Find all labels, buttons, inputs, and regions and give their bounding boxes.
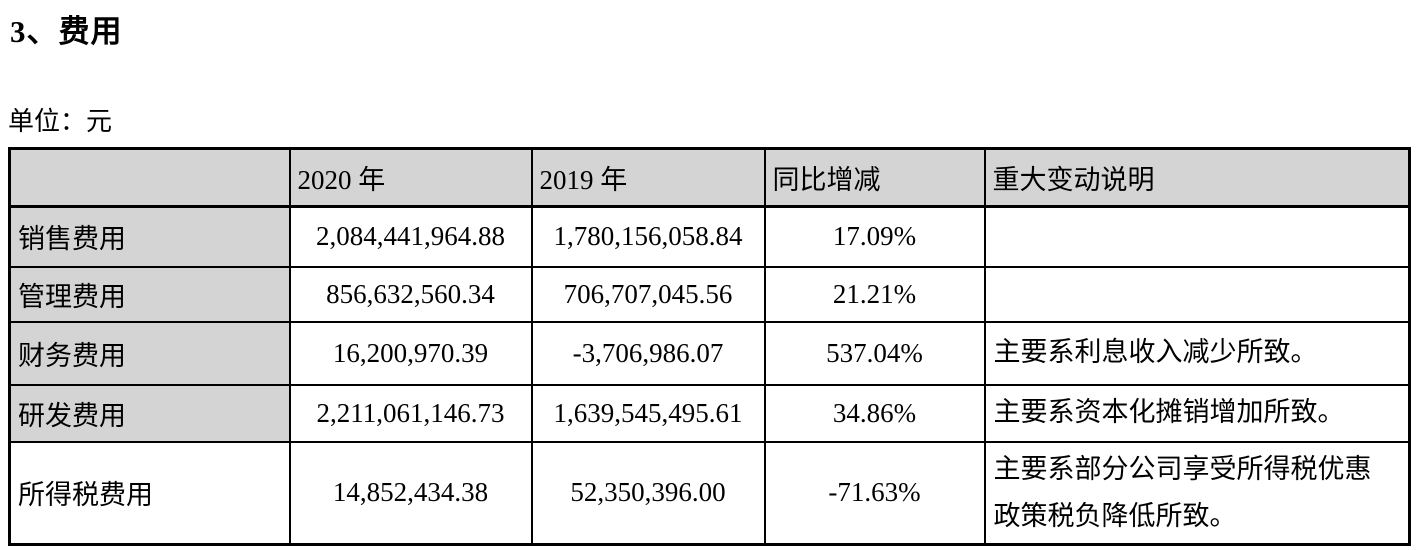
yoy-cell: 537.04% [763, 320, 986, 386]
note-cell: 主要系部分公司享受所得税优惠政策税负降低所致。 [983, 440, 1411, 546]
table-row-sales-expense: 销售费用 2,084,441,964.88 1,780,156,058.84 1… [8, 205, 1411, 268]
page-title: 3、费用 [10, 14, 123, 49]
header-cell-yoy: 同比增减 [763, 147, 986, 208]
row-label-cell: 所得税费用 [8, 440, 291, 546]
value-2019-cell: 52,350,396.00 [530, 440, 766, 546]
header-cell-blank [8, 147, 291, 208]
value-2020-cell: 2,211,061,146.73 [288, 383, 533, 443]
table-header-row: 2020 年 2019 年 同比增减 重大变动说明 [8, 147, 1411, 208]
table-row-rd-expense: 研发费用 2,211,061,146.73 1,639,545,495.61 3… [8, 383, 1411, 443]
unit-label: 单位：元 [8, 107, 113, 136]
value-2019-cell: 1,780,156,058.84 [530, 205, 766, 268]
table-row-admin-expense: 管理费用 856,632,560.34 706,707,045.56 21.21… [8, 265, 1411, 323]
value-2020-cell: 16,200,970.39 [288, 320, 533, 386]
note-cell [983, 205, 1411, 268]
note-cell: 主要系资本化摊销增加所致。 [983, 383, 1411, 443]
value-2019-cell: 1,639,545,495.61 [530, 383, 766, 443]
yoy-cell: -71.63% [763, 440, 986, 546]
yoy-cell: 34.86% [763, 383, 986, 443]
yoy-cell: 17.09% [763, 205, 986, 268]
note-cell: 主要系利息收入减少所致。 [983, 320, 1411, 386]
yoy-cell: 21.21% [763, 265, 986, 323]
header-cell-2020: 2020 年 [288, 147, 533, 208]
header-cell-2019: 2019 年 [530, 147, 766, 208]
value-2020-cell: 856,632,560.34 [288, 265, 533, 323]
value-2019-cell: 706,707,045.56 [530, 265, 766, 323]
table-row-income-tax-expense: 所得税费用 14,852,434.38 52,350,396.00 -71.63… [8, 440, 1411, 546]
table-row-finance-expense: 财务费用 16,200,970.39 -3,706,986.07 537.04%… [8, 320, 1411, 386]
expenses-table: 2020 年 2019 年 同比增减 重大变动说明 销售费用 2,084,441… [8, 147, 1411, 546]
header-cell-note: 重大变动说明 [983, 147, 1411, 208]
value-2020-cell: 14,852,434.38 [288, 440, 533, 546]
row-label-cell: 研发费用 [8, 383, 291, 443]
value-2020-cell: 2,084,441,964.88 [288, 205, 533, 268]
row-label-cell: 销售费用 [8, 205, 291, 268]
value-2019-cell: -3,706,986.07 [530, 320, 766, 386]
row-label-cell: 财务费用 [8, 320, 291, 386]
note-cell [983, 265, 1411, 323]
row-label-cell: 管理费用 [8, 265, 291, 323]
